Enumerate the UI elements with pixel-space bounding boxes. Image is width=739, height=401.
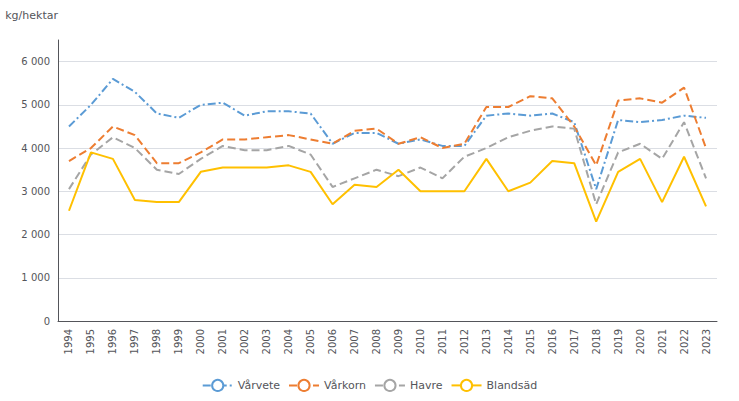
svg-text:1994: 1994 xyxy=(63,329,74,354)
svg-text:1999: 1999 xyxy=(173,329,184,354)
svg-text:1998: 1998 xyxy=(151,329,162,354)
svg-text:2001: 2001 xyxy=(217,329,228,354)
svg-text:2003: 2003 xyxy=(261,329,272,354)
svg-text:2013: 2013 xyxy=(481,329,492,354)
svg-text:2023: 2023 xyxy=(701,329,712,354)
svg-text:2002: 2002 xyxy=(239,329,250,354)
svg-text:kg/hektar: kg/hektar xyxy=(5,9,58,22)
svg-text:1995: 1995 xyxy=(85,329,96,354)
svg-text:2009: 2009 xyxy=(393,329,404,354)
svg-text:2000: 2000 xyxy=(195,329,206,354)
svg-text:2021: 2021 xyxy=(657,329,668,354)
svg-text:Vårkorn: Vårkorn xyxy=(324,379,366,392)
svg-text:2016: 2016 xyxy=(547,329,558,354)
svg-text:2015: 2015 xyxy=(525,329,536,354)
svg-text:2020: 2020 xyxy=(635,329,646,354)
svg-text:2004: 2004 xyxy=(283,329,294,354)
svg-text:2018: 2018 xyxy=(591,329,602,354)
svg-text:Havre: Havre xyxy=(410,379,443,392)
svg-text:2022: 2022 xyxy=(679,329,690,354)
svg-text:2017: 2017 xyxy=(569,329,580,354)
svg-text:2011: 2011 xyxy=(437,329,448,354)
svg-text:2019: 2019 xyxy=(613,329,624,354)
svg-text:2006: 2006 xyxy=(327,329,338,354)
svg-text:1996: 1996 xyxy=(107,329,118,354)
svg-text:1 000: 1 000 xyxy=(21,272,50,283)
svg-text:2005: 2005 xyxy=(305,329,316,354)
svg-text:2012: 2012 xyxy=(459,329,470,354)
svg-text:2007: 2007 xyxy=(349,329,360,354)
svg-text:5 000: 5 000 xyxy=(21,99,50,110)
svg-text:Blandsäd: Blandsäd xyxy=(487,379,538,392)
svg-text:2008: 2008 xyxy=(371,329,382,354)
svg-text:0: 0 xyxy=(44,316,50,327)
svg-text:Vårvete: Vårvete xyxy=(238,379,281,392)
svg-text:4 000: 4 000 xyxy=(21,143,50,154)
svg-text:1997: 1997 xyxy=(129,329,140,354)
svg-text:2014: 2014 xyxy=(503,329,514,354)
svg-text:2 000: 2 000 xyxy=(21,229,50,240)
svg-text:6 000: 6 000 xyxy=(21,56,50,67)
svg-text:2010: 2010 xyxy=(415,329,426,354)
svg-text:3 000: 3 000 xyxy=(21,186,50,197)
